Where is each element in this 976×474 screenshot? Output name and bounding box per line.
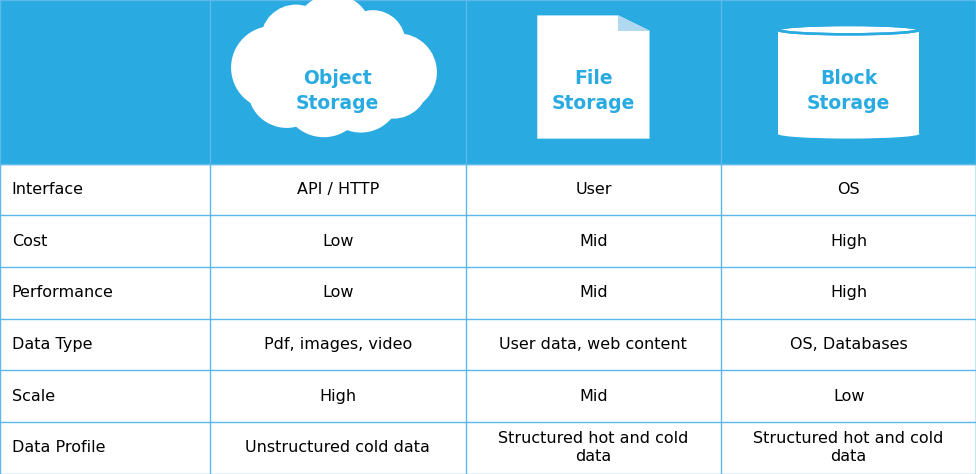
Text: Data Type: Data Type bbox=[12, 337, 92, 352]
Text: API / HTTP: API / HTTP bbox=[297, 182, 379, 197]
Text: Pdf, images, video: Pdf, images, video bbox=[264, 337, 412, 352]
FancyBboxPatch shape bbox=[0, 0, 976, 164]
Ellipse shape bbox=[310, 21, 403, 114]
Text: High: High bbox=[830, 234, 868, 248]
Ellipse shape bbox=[294, 0, 372, 73]
Text: High: High bbox=[319, 389, 356, 403]
Ellipse shape bbox=[282, 54, 365, 137]
Ellipse shape bbox=[266, 17, 363, 113]
Text: Cost: Cost bbox=[12, 234, 47, 248]
Text: Low: Low bbox=[833, 389, 865, 403]
Text: OS: OS bbox=[837, 182, 860, 197]
Text: Low: Low bbox=[322, 285, 353, 300]
Text: Interface: Interface bbox=[12, 182, 84, 197]
Text: Structured hot and cold
data: Structured hot and cold data bbox=[753, 431, 944, 465]
Polygon shape bbox=[537, 15, 650, 138]
Text: OS, Databases: OS, Databases bbox=[790, 337, 908, 352]
Text: Structured hot and cold
data: Structured hot and cold data bbox=[498, 431, 689, 465]
Ellipse shape bbox=[778, 129, 919, 138]
Text: Low: Low bbox=[322, 234, 353, 248]
Text: Performance: Performance bbox=[12, 285, 113, 300]
Text: Mid: Mid bbox=[579, 389, 608, 403]
Ellipse shape bbox=[341, 10, 405, 75]
Ellipse shape bbox=[261, 5, 331, 75]
Ellipse shape bbox=[359, 33, 437, 111]
Ellipse shape bbox=[358, 48, 428, 119]
Text: File
Storage: File Storage bbox=[551, 69, 635, 113]
Text: Mid: Mid bbox=[579, 285, 608, 300]
Text: Object
Storage: Object Storage bbox=[296, 69, 380, 113]
Text: User data, web content: User data, web content bbox=[500, 337, 687, 352]
Text: Block
Storage: Block Storage bbox=[807, 69, 890, 113]
Text: User: User bbox=[575, 182, 612, 197]
FancyBboxPatch shape bbox=[0, 164, 976, 474]
Text: Data Profile: Data Profile bbox=[12, 440, 105, 455]
Text: High: High bbox=[830, 285, 868, 300]
FancyBboxPatch shape bbox=[778, 30, 919, 134]
Text: Unstructured cold data: Unstructured cold data bbox=[245, 440, 430, 455]
Ellipse shape bbox=[321, 53, 401, 133]
Ellipse shape bbox=[248, 50, 326, 128]
Polygon shape bbox=[618, 15, 650, 31]
Text: Scale: Scale bbox=[12, 389, 55, 403]
Text: Mid: Mid bbox=[579, 234, 608, 248]
Ellipse shape bbox=[778, 25, 919, 34]
Ellipse shape bbox=[231, 26, 314, 109]
